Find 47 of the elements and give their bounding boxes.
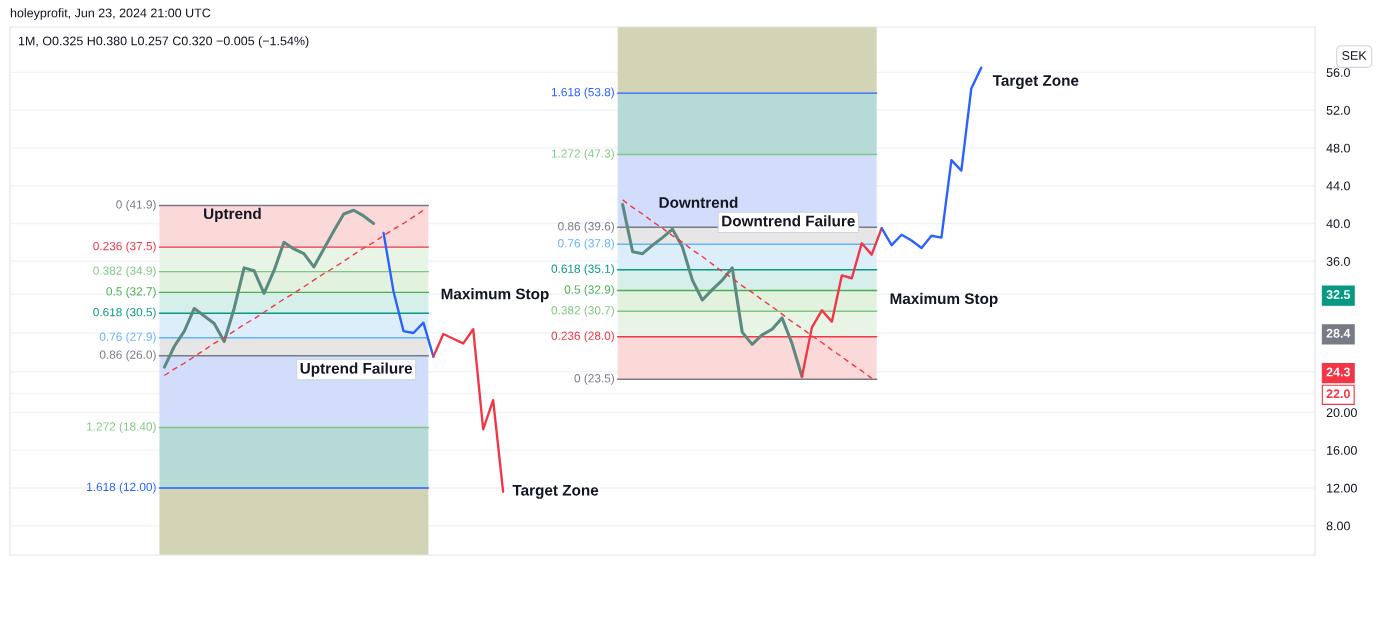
y-tick-label: 16.00 [1327, 445, 1357, 455]
ref-line-label: 1.618 (12.00) [87, 482, 156, 494]
annotation: Target Zone [512, 485, 599, 499]
ref-line-label: 0.86 (39.6) [558, 221, 614, 233]
ref-line-label: 0.5 (32.7) [106, 286, 156, 298]
ref-line-label: 1.618 (53.8) [551, 87, 614, 99]
y-tick-label: 8.00 [1326, 521, 1350, 531]
ref-line-label: 0.76 (37.8) [558, 238, 614, 250]
ref-line-label: 0.382 (30.7) [551, 305, 614, 317]
y-tick-label: 48.0 [1326, 143, 1350, 153]
y-tick-label: 20.00 [1326, 408, 1357, 418]
annotation: Maximum Stop [441, 288, 549, 303]
ref-line-label: 0 (41.9) [116, 200, 156, 212]
ref-line-label: 0.382 (34.9) [93, 266, 156, 278]
chart-title: holeyprofit, Jun 23, 2024 21:00 UTC [10, 8, 211, 20]
line-series [163, 209, 425, 377]
line-series [880, 66, 983, 250]
annotation: Uptrend Failure [300, 362, 413, 377]
ref-line-label: 0.76 (27.9) [99, 332, 156, 344]
y-tick-label: 22.0 [1326, 389, 1350, 399]
annotation: Uptrend [204, 207, 261, 223]
ref-line-label: 1.272 (18.40) [87, 421, 156, 433]
ref-line-label: 0 (23.5) [574, 373, 614, 385]
annotation: Target Zone [992, 75, 1079, 90]
y-tick-label: 28.4 [1326, 328, 1351, 338]
y-tick-label: 40.0 [1326, 219, 1350, 229]
ref-line-label: 0.618 (35.1) [551, 264, 614, 276]
ref-line-label: 0.86 (26.0) [99, 350, 156, 362]
text: 1M, O0.325 H0.380 L0.257 C0.320 −0.005 (−1.54%) [18, 36, 309, 48]
y-tick-label: 56.0 [1326, 68, 1350, 77]
y-tick-label: 44.0 [1326, 181, 1350, 191]
ref-line-label: 0.5 (32.9) [564, 285, 614, 297]
y-tick-label: 12.00 [1327, 483, 1357, 493]
line-series [432, 328, 505, 493]
ref-line-label: 0.618 (30.5) [93, 307, 156, 319]
line-series [382, 231, 435, 358]
y-tick-label: 32.5 [1326, 290, 1351, 299]
y-tick-label: 52.0 [1326, 105, 1350, 115]
ref-line-label: 1.272 (47.3) [551, 149, 614, 161]
y-axis-title: SEK [1342, 51, 1367, 60]
annotation: Maximum Stop [890, 292, 998, 308]
annotation: Downtrend Failure [722, 215, 855, 227]
y-tick-label: 36.0 [1326, 257, 1350, 266]
ref-line-label: 0.236 (28.0) [551, 331, 614, 343]
ref-line-label: 0.236 (37.5) [93, 241, 156, 253]
y-tick-label: 24.3 [1326, 367, 1350, 377]
annotation: Downtrend [659, 196, 738, 208]
